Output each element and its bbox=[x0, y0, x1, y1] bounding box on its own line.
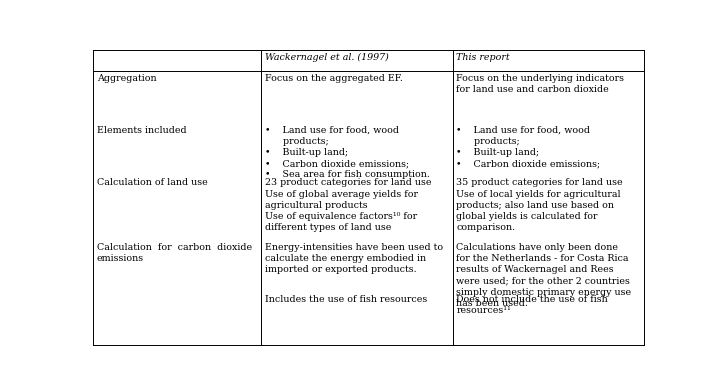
Text: 23 product categories for land use
Use of global average yields for
agricultural: 23 product categories for land use Use o… bbox=[265, 178, 431, 232]
Text: Focus on the aggregated EF.: Focus on the aggregated EF. bbox=[265, 74, 403, 83]
Text: Calculation  for  carbon  dioxide
emissions: Calculation for carbon dioxide emissions bbox=[97, 243, 252, 264]
Text: This report: This report bbox=[457, 53, 510, 62]
Text: 35 product categories for land use
Use of local yields for agricultural
products: 35 product categories for land use Use o… bbox=[457, 178, 623, 232]
Text: Does not include the use of fish
resources¹¹: Does not include the use of fish resourc… bbox=[457, 295, 608, 315]
Text: Calculation of land use: Calculation of land use bbox=[97, 178, 208, 187]
Text: Energy-intensities have been used to
calculate the energy embodied in
imported o: Energy-intensities have been used to cal… bbox=[265, 243, 443, 274]
Text: Elements included: Elements included bbox=[97, 126, 186, 135]
Text: •    Land use for food, wood
      products;
•    Built-up land;
•    Carbon dio: • Land use for food, wood products; • Bu… bbox=[265, 126, 430, 179]
Text: Wackernagel et al. (1997): Wackernagel et al. (1997) bbox=[265, 53, 389, 62]
Text: Calculations have only been done
for the Netherlands - for Costa Rica
results of: Calculations have only been done for the… bbox=[457, 243, 631, 308]
Text: Includes the use of fish resources: Includes the use of fish resources bbox=[265, 295, 427, 304]
Text: •    Land use for food, wood
      products;
•    Built-up land;
•    Carbon dio: • Land use for food, wood products; • Bu… bbox=[457, 126, 600, 168]
Text: Aggregation: Aggregation bbox=[97, 74, 157, 83]
Text: Focus on the underlying indicators
for land use and carbon dioxide: Focus on the underlying indicators for l… bbox=[457, 74, 624, 94]
